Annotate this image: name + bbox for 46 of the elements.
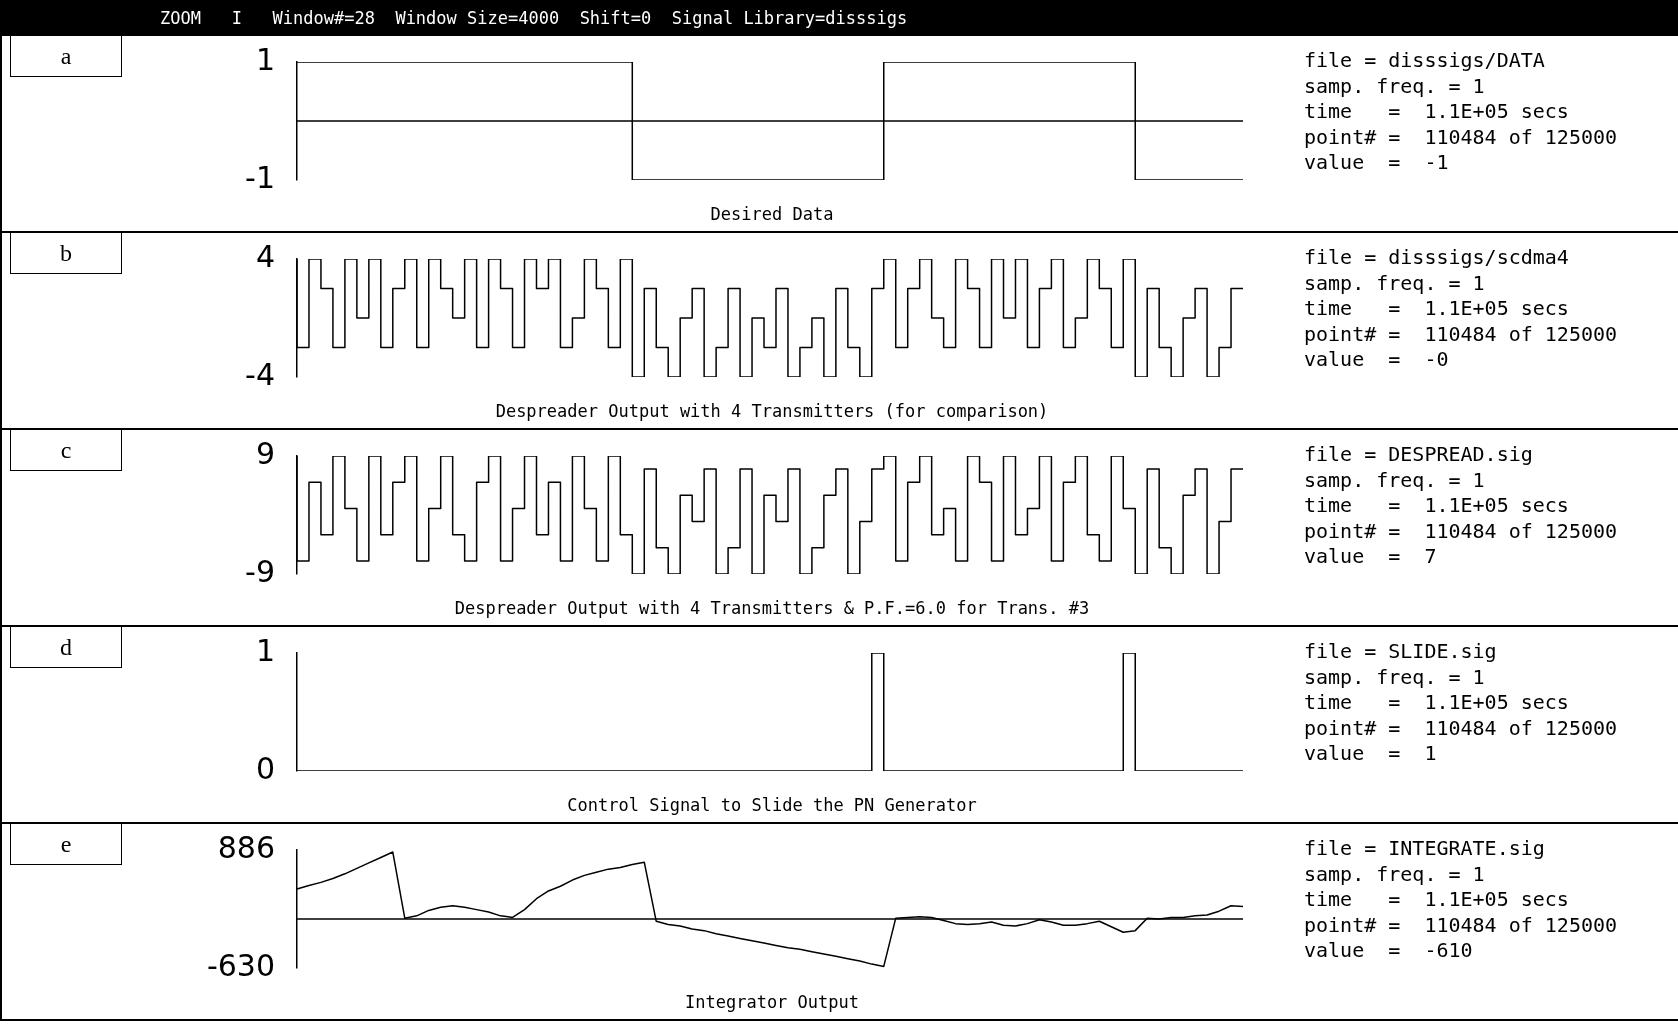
text: time = 1.1E+05 secs (1304, 690, 1570, 716)
y-tick-label: 0 (255, 750, 275, 786)
text: c (10, 430, 122, 471)
text: point# = 110484 of 125000 (1304, 124, 1618, 150)
text: point# = 110484 of 125000 (1304, 518, 1618, 544)
text: samp. freq. = 1 (1304, 861, 1486, 887)
y-tick-label: 886 (217, 829, 275, 865)
text: value = -1 (1304, 150, 1450, 176)
text: file = disssigs/scdma4 (1304, 245, 1570, 271)
y-tick-label: -1 (245, 159, 275, 195)
text: Control Signal to Slide the PN Generator (566, 795, 978, 815)
text: value = -0 (1304, 347, 1450, 373)
y-tick-label: 1 (255, 41, 275, 77)
text: time = 1.1E+05 secs (1304, 99, 1570, 125)
text: value = -610 (1304, 938, 1474, 964)
text: file = disssigs/DATA (1304, 48, 1546, 74)
text: Integrator Output (684, 992, 860, 1012)
text: Desired Data (709, 204, 835, 224)
text: value = 1 (1304, 741, 1438, 767)
y-tick-label: 9 (255, 435, 275, 471)
text: samp. freq. = 1 (1304, 73, 1486, 99)
text: point# = 110484 of 125000 (1304, 321, 1618, 347)
text: samp. freq. = 1 (1304, 467, 1486, 493)
text: samp. freq. = 1 (1304, 270, 1486, 296)
text: time = 1.1E+05 secs (1304, 493, 1570, 519)
text: file = SLIDE.sig (1304, 639, 1498, 665)
text: time = 1.1E+05 secs (1304, 887, 1570, 913)
text: a (10, 36, 122, 77)
y-tick-label: 4 (255, 238, 275, 274)
text: Despreader Output with 4 Transmitters & P.F.=6.0 for Trans. #3 (453, 598, 1091, 618)
text: value = 7 (1304, 544, 1438, 570)
y-tick-label: -630 (206, 947, 275, 983)
text: d (10, 627, 122, 668)
y-tick-label: -4 (245, 356, 275, 392)
text: b (10, 233, 122, 274)
text: file = INTEGRATE.sig (1304, 836, 1546, 862)
y-tick-label: -9 (245, 553, 275, 589)
chart-subtitle: ZOOM I Window#=28 Window Size=4000 Shift=0 Signal Library=disssigs (0, 0, 1678, 36)
text: point# = 110484 of 125000 (1304, 715, 1618, 741)
text: time = 1.1E+05 secs (1304, 296, 1570, 322)
text: samp. freq. = 1 (1304, 664, 1486, 690)
y-tick-label: 1 (255, 632, 275, 668)
text: point# = 110484 of 125000 (1304, 912, 1618, 938)
text: e (10, 824, 122, 865)
text: Despreader Output with 4 Transmitters (for comparison) (494, 401, 1050, 421)
text: file = DESPREAD.sig (1304, 442, 1534, 468)
